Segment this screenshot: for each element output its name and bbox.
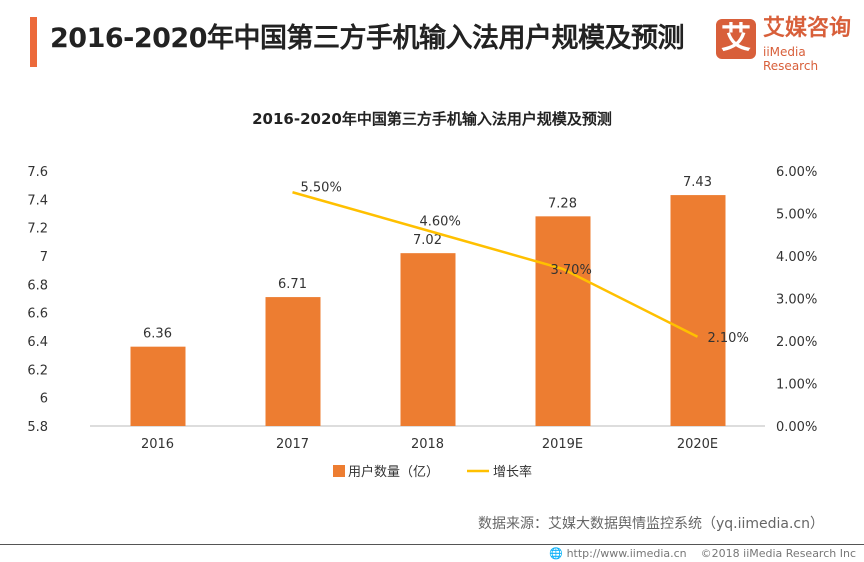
y-left-tick: 7.6 <box>27 165 48 180</box>
y-left-tick: 5.8 <box>27 420 48 435</box>
logo-subtext: iiMedia Research <box>763 45 819 73</box>
y-left-tick: 7 <box>40 250 48 265</box>
y-left-tick: 7.4 <box>27 193 48 208</box>
x-tick: 2019E <box>542 437 583 452</box>
y-right-tick: 1.00% <box>776 378 817 393</box>
y-right-tick: 3.00% <box>776 293 817 308</box>
y-left-tick: 6.6 <box>27 307 48 322</box>
bar-label: 6.71 <box>278 277 307 292</box>
y-right-tick: 0.00% <box>776 420 817 435</box>
logo-text: 艾媒咨询 <box>763 16 852 41</box>
y-left-tick: 6.8 <box>27 278 48 293</box>
bar <box>400 253 456 426</box>
bar <box>130 346 186 426</box>
y-right-tick: 4.00% <box>776 250 817 265</box>
x-tick: 2020E <box>677 437 718 452</box>
chart: 2016-2020年中国第三方手机输入法用户规模及预测 5.8 6 6.2 6.4 6.6… <box>27 110 817 480</box>
x-tick: 2016 <box>141 437 174 452</box>
bar-label: 7.43 <box>683 175 712 190</box>
line-label: 3.70% <box>551 263 592 278</box>
footer-divider <box>0 544 864 545</box>
footer-copyright: ©2018 iiMedia Research Inc <box>700 547 856 560</box>
chart-title: 2016-2020年中国第三方手机输入法用户规模及预测 <box>252 110 612 128</box>
bar-label: 6.36 <box>143 327 172 342</box>
x-tick: 2017 <box>276 437 309 452</box>
bar <box>265 297 321 426</box>
line-label: 5.50% <box>301 180 342 195</box>
x-tick: 2018 <box>411 437 444 452</box>
y-right-tick: 5.00% <box>776 208 817 223</box>
page-title: 2016-2020年中国第三方手机输入法用户规模及预测 <box>50 23 685 54</box>
data-source: 数据来源：艾媒大数据舆情监控系统（yq.iimedia.cn） <box>477 516 824 532</box>
growth-line <box>292 191 699 338</box>
bar-label: 7.28 <box>548 196 577 211</box>
legend-bar-label: 用户数量（亿） <box>348 464 439 480</box>
bar <box>535 216 591 426</box>
header-accent-bar <box>30 17 37 67</box>
legend-line-label: 增长率 <box>493 464 532 480</box>
y-left-tick: 6.4 <box>27 335 48 350</box>
bar-label: 7.02 <box>413 233 442 248</box>
footer-url[interactable]: http://www.iimedia.cn <box>566 547 687 560</box>
y-right-tick: 6.00% <box>776 165 817 180</box>
y-left-tick: 6.2 <box>27 363 48 378</box>
y-left-tick: 7.2 <box>27 222 48 237</box>
line-label: 2.10% <box>708 331 749 346</box>
globe-icon: 🌐 <box>549 547 564 560</box>
legend-bar-swatch <box>333 465 345 477</box>
logo-mark: 艾 <box>716 19 756 59</box>
line-label: 4.60% <box>420 215 461 230</box>
y-right-tick: 2.00% <box>776 335 817 350</box>
y-left-tick: 6 <box>40 392 48 407</box>
footer: 🌐 http://www.iimedia.cn ©2018 iiMedia Re… <box>549 547 856 561</box>
bar <box>670 195 726 426</box>
